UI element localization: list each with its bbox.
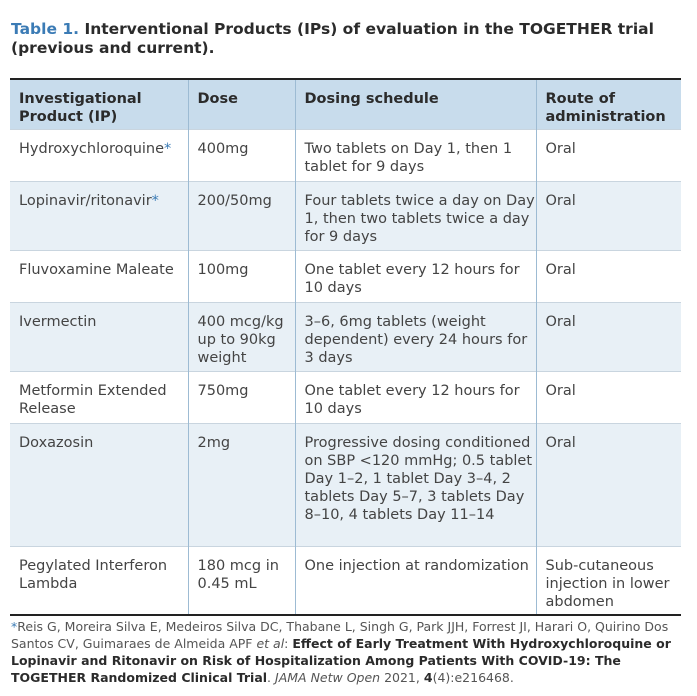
cell-product: Lopinavir/ritonavir* [10,181,188,250]
table-row: Metformin Extended Release 750mg One tab… [10,371,681,423]
product-name: Ivermectin [19,313,97,330]
cell-schedule: 3–6, 6mg tablets (weight dependent) ever… [294,302,536,371]
cell-route: Oral [535,129,681,181]
cell-dose: 180 mcg in 0.45 mL [187,546,295,615]
cell-schedule: One tablet every 12 hours for 10 days [294,250,536,302]
cell-schedule: One tablet every 12 hours for 10 days [294,371,536,423]
cell-route: Oral [535,371,681,423]
cell-dose: 750mg [187,371,295,423]
cell-dose: 400mg [187,129,295,181]
table-row: Fluvoxamine Maleate 100mg One tablet eve… [10,250,681,302]
table-row: Hydroxychloroquine* 400mg Two tablets on… [10,129,681,181]
ip-table-container: Investigational Product (IP) Dose Dosing… [10,78,681,616]
footnote-period: . [267,670,272,685]
table-row: Ivermectin 400 mcg/kg up to 90kg weight … [10,302,681,371]
table-label: Table 1. [11,20,80,38]
product-name: Doxazosin [19,434,94,451]
cell-route: Oral [535,250,681,302]
cell-dose: 100mg [187,250,295,302]
header-route: Route of administration [535,80,681,129]
footnote-authors: Reis G, Moreira Silva E, Medeiros Silva … [11,619,669,651]
footnote-sep: : [284,636,289,651]
cell-product: Doxazosin [10,423,188,546]
footnote-journal: JAMA Netw Open [275,670,381,685]
header-schedule: Dosing schedule [294,80,536,129]
product-name: Fluvoxamine Maleate [19,261,174,278]
table-row: Pegylated Interferon Lambda 180 mcg in 0… [10,546,681,615]
cell-route: Oral [535,423,681,546]
footnote-year: 2021, [384,670,420,685]
cell-route: Oral [535,302,681,371]
table-caption: Table 1. Interventional Products (IPs) o… [11,20,687,58]
cell-dose: 200/50mg [187,181,295,250]
header-product: Investigational Product (IP) [10,80,188,129]
cell-schedule: One injection at randomization [294,546,536,615]
cell-product: Hydroxychloroquine* [10,129,188,181]
header-dose: Dose [187,80,295,129]
product-name: Pegylated Interferon Lambda [19,557,168,592]
cell-dose: 400 mcg/kg up to 90kg weight [187,302,295,371]
cell-product: Fluvoxamine Maleate [10,250,188,302]
cell-schedule: Progressive dosing conditioned on SBP <1… [294,423,536,546]
table-row: Doxazosin 2mg Progressive dosing conditi… [10,423,681,546]
cell-dose: 2mg [187,423,295,546]
cell-route: Oral [535,181,681,250]
footnote-issue-page: (4):e216468. [432,670,514,685]
footnote-article-title: Effect of Early Treatment With Hydroxych… [11,636,671,685]
product-name: Metformin Extended Release [19,382,167,417]
footnote-marker: * [11,619,18,634]
ip-table: Investigational Product (IP) Dose Dosing… [10,80,681,616]
cell-product: Metformin Extended Release [10,371,188,423]
footnote-volume: 4 [423,670,433,685]
cell-product: Pegylated Interferon Lambda [10,546,188,615]
cell-schedule: Two tablets on Day 1, then 1 tablet for … [294,129,536,181]
footnote-etal: et al [256,636,285,651]
cell-schedule: Four tablets twice a day on Day 1, then … [294,181,536,250]
citation-footnote: *Reis G, Moreira Silva E, Medeiros Silva… [11,618,687,686]
product-name: Lopinavir/ritonavir [19,192,152,209]
cell-route: Sub-cutaneous injection in lower abdomen [535,546,681,615]
reference-marker: * [164,140,172,157]
table-header-row: Investigational Product (IP) Dose Dosing… [10,80,681,129]
table-title: Interventional Products (IPs) of evaluat… [11,20,654,57]
table-row: Lopinavir/ritonavir* 200/50mg Four table… [10,181,681,250]
product-name: Hydroxychloroquine [19,140,165,157]
reference-marker: * [151,192,159,209]
cell-product: Ivermectin [10,302,188,371]
